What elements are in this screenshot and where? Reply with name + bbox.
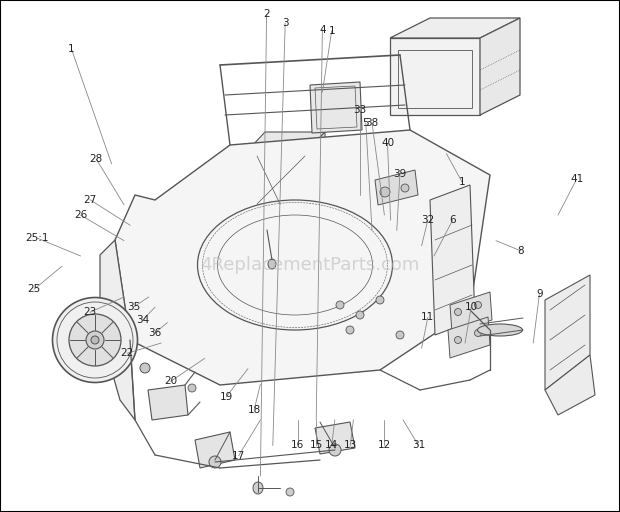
Text: 32: 32 [421, 215, 435, 225]
Polygon shape [250, 132, 325, 148]
Ellipse shape [91, 336, 99, 344]
Polygon shape [390, 18, 520, 38]
Text: 36: 36 [148, 328, 162, 338]
Polygon shape [115, 130, 490, 385]
Ellipse shape [329, 444, 341, 456]
Ellipse shape [268, 259, 276, 269]
Polygon shape [310, 132, 325, 210]
Polygon shape [545, 275, 590, 390]
Ellipse shape [474, 302, 482, 309]
Text: 14: 14 [325, 440, 339, 451]
Ellipse shape [86, 331, 104, 349]
Text: 20: 20 [164, 376, 177, 387]
Ellipse shape [341, 160, 347, 164]
Text: 9: 9 [536, 289, 542, 300]
Polygon shape [148, 385, 188, 420]
Polygon shape [310, 82, 362, 133]
Polygon shape [545, 355, 595, 415]
Ellipse shape [253, 482, 263, 494]
Polygon shape [250, 148, 310, 210]
Polygon shape [375, 170, 418, 205]
Ellipse shape [188, 384, 196, 392]
Polygon shape [450, 292, 492, 333]
Ellipse shape [454, 309, 461, 315]
Text: 25: 25 [27, 284, 41, 294]
Ellipse shape [357, 160, 363, 164]
Text: 3: 3 [282, 18, 288, 28]
Ellipse shape [69, 314, 121, 366]
Ellipse shape [477, 324, 523, 336]
Text: 4: 4 [319, 25, 326, 35]
Polygon shape [100, 240, 135, 420]
Polygon shape [195, 432, 235, 468]
Text: 19: 19 [219, 392, 233, 402]
Text: 1: 1 [459, 177, 465, 187]
Text: 18: 18 [247, 404, 261, 415]
Text: 26: 26 [74, 210, 87, 220]
Text: 34: 34 [136, 315, 149, 325]
Ellipse shape [336, 301, 344, 309]
Text: 31: 31 [412, 440, 425, 451]
Text: 27: 27 [83, 195, 97, 205]
Ellipse shape [53, 297, 138, 382]
Text: 6: 6 [450, 215, 456, 225]
Ellipse shape [356, 311, 364, 319]
Ellipse shape [140, 363, 150, 373]
Text: 22: 22 [120, 348, 134, 358]
Ellipse shape [209, 456, 221, 468]
Text: 10: 10 [464, 302, 478, 312]
Text: 13: 13 [343, 440, 357, 451]
Polygon shape [430, 185, 475, 335]
Polygon shape [335, 155, 375, 175]
Text: 33: 33 [353, 105, 366, 115]
Ellipse shape [401, 184, 409, 192]
Ellipse shape [396, 331, 404, 339]
Text: 8: 8 [518, 246, 524, 256]
Text: 1: 1 [329, 26, 335, 36]
Ellipse shape [346, 326, 354, 334]
Polygon shape [448, 317, 490, 358]
Text: 16: 16 [291, 440, 304, 451]
Text: 2: 2 [264, 9, 270, 19]
Text: 4ReplacementParts.com: 4ReplacementParts.com [200, 256, 420, 274]
Text: 41: 41 [570, 174, 583, 184]
Text: 28: 28 [89, 154, 103, 164]
Text: 25:1: 25:1 [25, 233, 49, 243]
Text: 38: 38 [365, 118, 379, 128]
Text: 5: 5 [363, 118, 369, 128]
Polygon shape [315, 422, 355, 454]
Ellipse shape [286, 488, 294, 496]
Text: 11: 11 [421, 312, 435, 323]
Text: 39: 39 [393, 169, 407, 179]
Ellipse shape [474, 330, 482, 336]
Text: 15: 15 [309, 440, 323, 451]
Text: 35: 35 [126, 302, 140, 312]
Polygon shape [480, 18, 520, 115]
Ellipse shape [380, 187, 390, 197]
Polygon shape [340, 140, 368, 155]
Ellipse shape [376, 296, 384, 304]
Text: 17: 17 [232, 451, 246, 461]
Text: 23: 23 [83, 307, 97, 317]
Text: 12: 12 [378, 440, 391, 451]
Polygon shape [390, 38, 480, 115]
Text: 1: 1 [68, 44, 74, 54]
Text: 40: 40 [381, 138, 394, 148]
Ellipse shape [454, 336, 461, 344]
